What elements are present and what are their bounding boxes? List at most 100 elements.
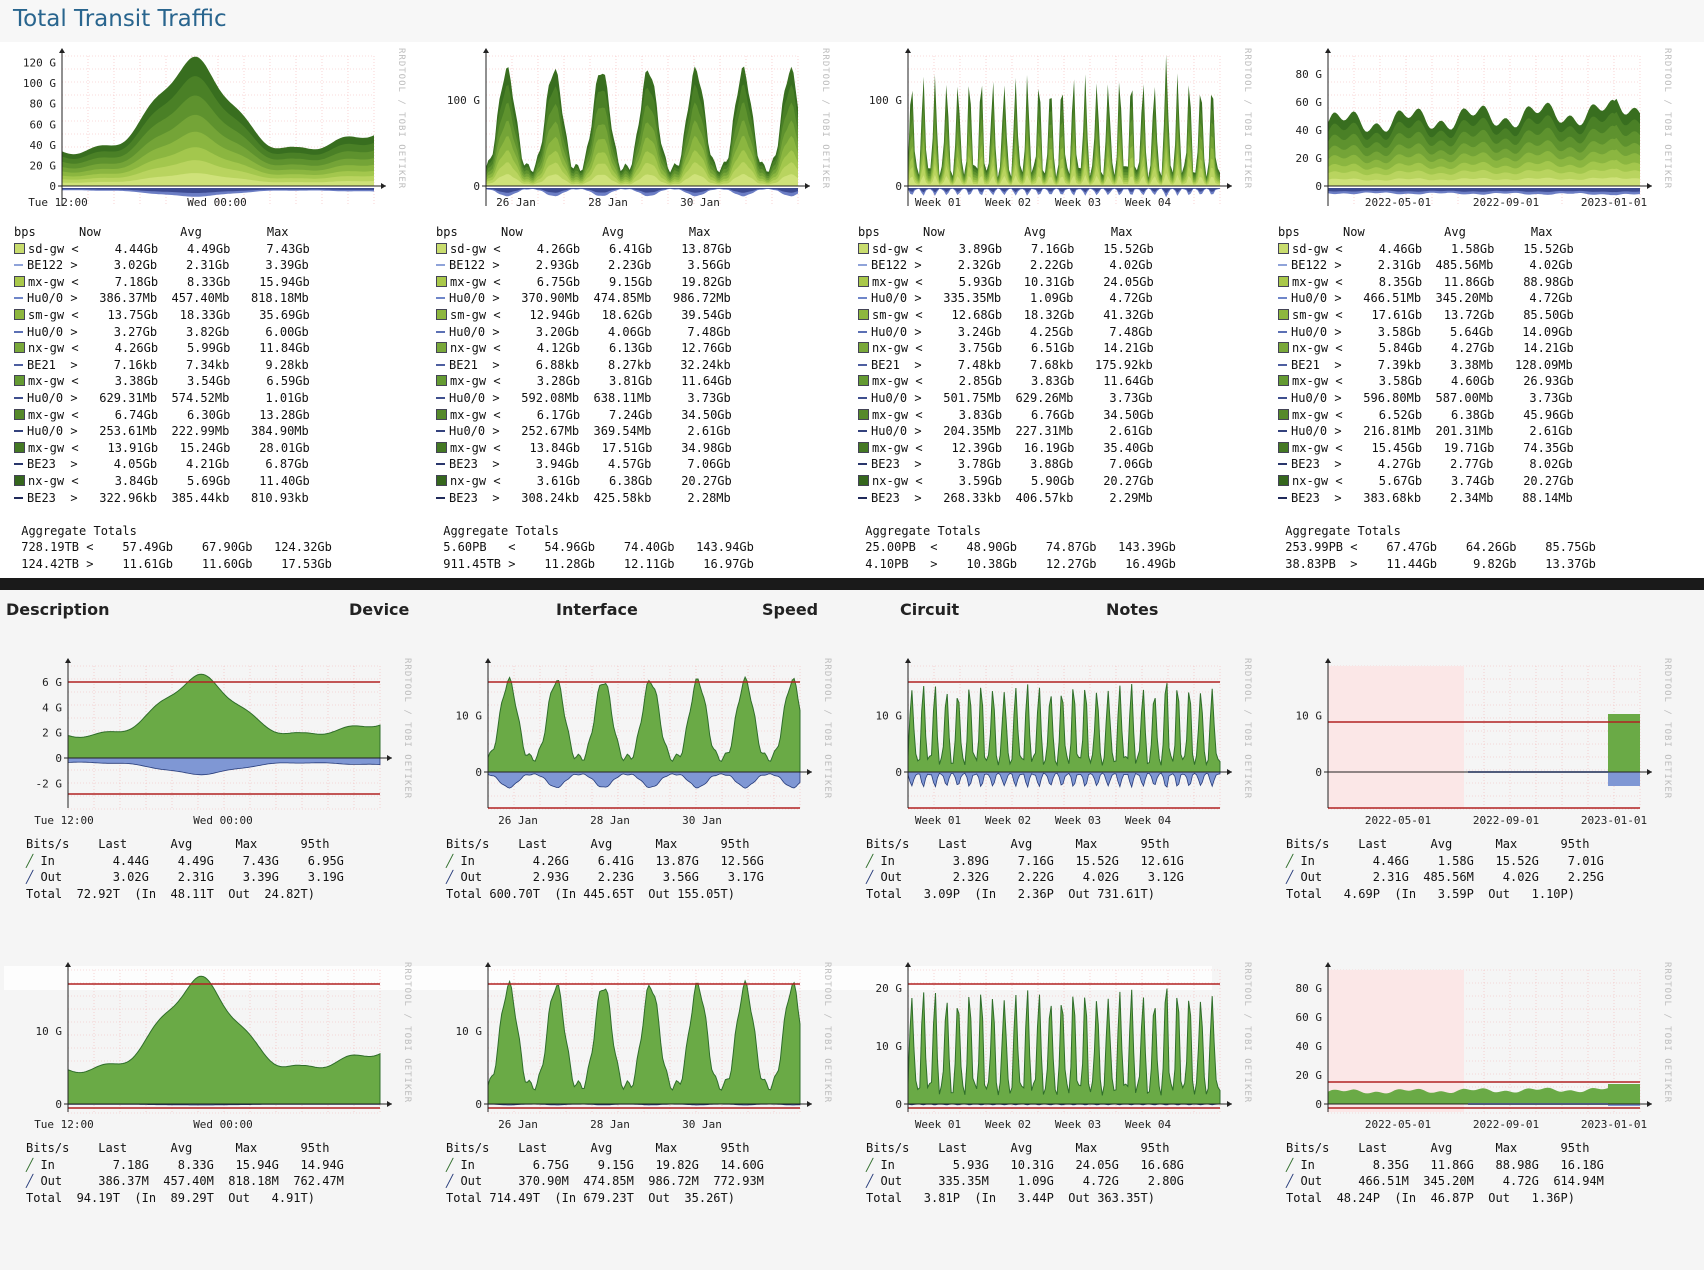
legend-swatch xyxy=(14,330,23,333)
legend-values: nx-gw < 5.84Gb 4.27Gb 14.21Gb xyxy=(1292,341,1574,356)
legend-values: BE23 > 3.94Gb 4.57Gb 7.06Gb xyxy=(449,457,731,472)
legend-values: mx-gw < 3.83Gb 6.76Gb 34.50Gb xyxy=(872,407,1154,422)
aggregate-total-row: 253.99PB < 67.47Gb 64.26Gb 85.75Gb xyxy=(1278,540,1596,555)
traffic-in-area xyxy=(907,683,1221,773)
legend-values: sd-gw < 4.26Gb 6.41Gb 13.87Gb xyxy=(450,241,732,256)
x-tick-label: Week 02 xyxy=(985,814,1031,827)
rrdtool-watermark: RRDTOOL / TOBI OETIKER xyxy=(402,962,412,1104)
stats-total-row: Total 3.81P (In 3.44P Out 363.35T) xyxy=(866,1190,1155,1205)
aggregate-legend: bps Now Avg Max sd-gw < 4.26Gb 6.41Gb 13.… xyxy=(436,224,836,572)
legend-row: BE122 > 3.02Gb 2.31Gb 3.39Gb xyxy=(14,257,414,274)
interface-stats: Bits/s Last Avg Max 95th ╱ In 8.35G 11.86… xyxy=(1286,1140,1676,1206)
y-tick-label: 10 G xyxy=(36,1025,63,1038)
x-tick-label: Week 04 xyxy=(1125,196,1172,209)
x-tick-label: 26 Jan xyxy=(498,814,538,827)
column-header-description[interactable]: Description xyxy=(6,600,110,619)
legend-swatch xyxy=(14,463,23,466)
legend-swatch xyxy=(436,441,447,453)
legend-swatch xyxy=(436,264,445,267)
aggregate-graph: 100 G 0 26 Jan 28 Jan 30 Jan RRDTOOL / TOBI O… xyxy=(436,48,836,216)
y-tick-label: 40 G xyxy=(1296,1040,1323,1053)
x-tick-label: 2022-05-01 xyxy=(1365,196,1431,209)
interface-stats: Bits/s Last Avg Max 95th ╱ In 5.93G 10.31… xyxy=(866,1140,1256,1206)
y-tick-label: 60 G xyxy=(1296,96,1323,109)
legend-row: mx-gw < 13.84Gb 17.51Gb 34.98Gb xyxy=(436,440,836,457)
aggregate-totals-label: Aggregate Totals xyxy=(858,523,981,538)
legend-row: BE23 > 308.24kb 425.58kb 2.28Mb xyxy=(436,490,836,507)
column-header-device[interactable]: Device xyxy=(349,600,410,619)
y-tick-label: 0 xyxy=(473,180,480,193)
legend-swatch xyxy=(1278,375,1289,387)
legend-row: mx-gw < 6.17Gb 7.24Gb 34.50Gb xyxy=(436,407,836,424)
legend-swatch xyxy=(1278,496,1287,499)
legend-row: mx-gw < 3.58Gb 4.60Gb 26.93Gb xyxy=(1278,373,1678,390)
column-header-interface[interactable]: Interface xyxy=(556,600,638,619)
y-tick-label: 6 G xyxy=(42,676,62,689)
legend-swatch xyxy=(858,308,869,320)
interface-graph: 10 G 0 Week 01 Week 02 Week 03 Week 04 RRDTOOL… xyxy=(858,658,1258,828)
out-line-icon: ╱ xyxy=(26,1174,34,1189)
legend-values: sd-gw < 4.46Gb 1.58Gb 15.52Gb xyxy=(1292,241,1574,256)
aggregate-totals-label: Aggregate Totals xyxy=(14,523,137,538)
legend-values: BE23 > 3.78Gb 3.88Gb 7.06Gb xyxy=(871,457,1153,472)
legend-values: Hu0/0 > 386.37Mb 457.40Mb 818.18Mb xyxy=(27,291,309,306)
legend-row: Hu0/0 > 370.90Mb 474.85Mb 986.72Mb xyxy=(436,290,836,307)
legend-row: mx-gw < 13.91Gb 15.24Gb 28.01Gb xyxy=(14,440,414,457)
y-tick-label: 0 xyxy=(895,180,902,193)
legend-swatch xyxy=(1278,408,1289,420)
legend-values: BE23 > 268.33kb 406.57kb 2.29Mb xyxy=(871,490,1153,505)
legend-row: BE23 > 4.27Gb 2.77Gb 8.02Gb xyxy=(1278,456,1678,473)
legend-row: Hu0/0 > 3.58Gb 5.64Gb 14.09Gb xyxy=(1278,324,1678,341)
stats-in-row: ╱ In 3.89G 7.16G 15.52G 12.61G xyxy=(866,853,1256,870)
legend-swatch xyxy=(1278,363,1287,366)
legend-swatch xyxy=(858,363,867,366)
legend-values: Hu0/0 > 3.20Gb 4.06Gb 7.48Gb xyxy=(449,324,731,339)
legend-swatch xyxy=(14,430,23,433)
legend-row: nx-gw < 3.61Gb 6.38Gb 20.27Gb xyxy=(436,473,836,490)
legend-swatch xyxy=(14,342,25,354)
legend-values: nx-gw < 4.26Gb 5.99Gb 11.84Gb xyxy=(28,341,310,356)
legend-swatch xyxy=(858,441,869,453)
y-tick-label: 120 G xyxy=(23,57,56,70)
stats-header: Bits/s Last Avg Max 95th xyxy=(866,837,1170,851)
legend-swatch xyxy=(858,275,869,287)
legend-values: mx-gw < 3.58Gb 4.60Gb 26.93Gb xyxy=(1292,374,1574,389)
legend-row: sd-gw < 3.89Gb 7.16Gb 15.52Gb xyxy=(858,241,1258,258)
legend-swatch xyxy=(436,330,445,333)
x-tick-label: Week 01 xyxy=(915,196,961,209)
x-tick-label: Week 04 xyxy=(1125,814,1172,827)
aggregate-totals-label: Aggregate Totals xyxy=(436,523,559,538)
legend-values: sm-gw < 17.61Gb 13.72Gb 85.50Gb xyxy=(1292,307,1574,322)
legend-values: nx-gw < 3.84Gb 5.69Gb 11.40Gb xyxy=(28,473,310,488)
x-tick-label: Tue 12:00 xyxy=(28,196,88,209)
legend-swatch xyxy=(14,396,23,399)
stats-header: Bits/s Last Avg Max 95th xyxy=(26,837,330,851)
x-tick-label: 28 Jan xyxy=(590,814,630,827)
traffic-in-area xyxy=(67,673,381,759)
rrdtool-watermark: RRDTOOL / TOBI OETIKER xyxy=(1242,658,1252,800)
y-tick-label: 20 G xyxy=(1296,1069,1323,1082)
stats-values: In 5.93G 10.31G 24.05G 16.68G xyxy=(873,1157,1184,1172)
column-header-notes[interactable]: Notes xyxy=(1106,600,1159,619)
legend-row: nx-gw < 3.75Gb 6.51Gb 14.21Gb xyxy=(858,340,1258,357)
legend-row: mx-gw < 12.39Gb 16.19Gb 35.40Gb xyxy=(858,440,1258,457)
legend-values: mx-gw < 15.45Gb 19.71Gb 74.35Gb xyxy=(1292,440,1574,455)
stats-out-row: ╱ Out 335.35M 1.09G 4.72G 2.80G xyxy=(866,1173,1256,1190)
legend-header: bps Now Avg Max xyxy=(14,225,289,239)
stats-out-row: ╱ Out 370.90M 474.85M 986.72M 772.93M xyxy=(446,1173,836,1190)
legend-row: nx-gw < 4.12Gb 6.13Gb 12.76Gb xyxy=(436,340,836,357)
legend-values: BE23 > 4.05Gb 4.21Gb 6.87Gb xyxy=(27,457,309,472)
legend-row: Hu0/0 > 3.24Gb 4.25Gb 7.48Gb xyxy=(858,324,1258,341)
y-tick-label: 100 G xyxy=(869,94,902,107)
legend-swatch xyxy=(436,275,447,287)
legend-swatch xyxy=(1278,330,1287,333)
column-header-speed[interactable]: Speed xyxy=(762,600,819,619)
rrdtool-watermark: RRDTOOL / TOBI OETIKER xyxy=(822,658,832,800)
legend-swatch xyxy=(436,430,445,433)
column-header-circuit[interactable]: Circuit xyxy=(900,600,960,619)
stats-in-row: ╱ In 5.93G 10.31G 24.05G 16.68G xyxy=(866,1157,1256,1174)
legend-values: Hu0/0 > 466.51Mb 345.20Mb 4.72Gb xyxy=(1291,291,1573,306)
legend-swatch xyxy=(436,242,447,254)
legend-values: Hu0/0 > 335.35Mb 1.09Gb 4.72Gb xyxy=(871,291,1153,306)
stats-out-row: ╱ Out 466.51M 345.20M 4.72G 614.94M xyxy=(1286,1173,1676,1190)
